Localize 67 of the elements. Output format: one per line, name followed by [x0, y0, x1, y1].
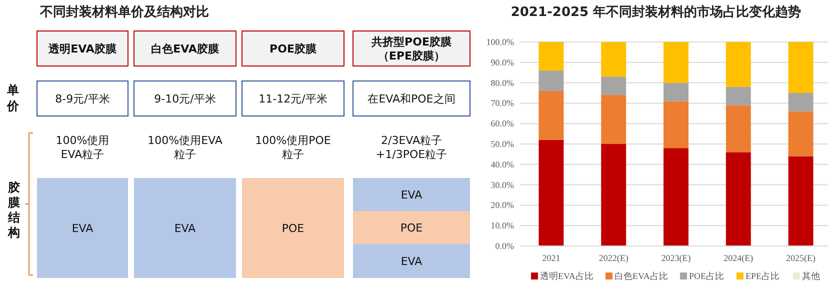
- x-tick-label: 2023(E): [661, 253, 691, 263]
- y-tick-label: 100.0%: [486, 37, 514, 47]
- text: 100%使用: [56, 134, 110, 146]
- text: EVA: [400, 188, 423, 201]
- y-tick-label: 20.0%: [490, 200, 514, 210]
- bar: [664, 42, 688, 83]
- legend-label: 透明EVA占比: [540, 271, 594, 281]
- bar: [664, 101, 688, 148]
- x-tick-label: 2025(E): [786, 253, 816, 263]
- text: 8-9元/平米: [55, 92, 110, 105]
- text: POE: [282, 222, 304, 234]
- y-tick-label: 80.0%: [490, 78, 514, 88]
- y-tick-label: 0.0%: [495, 241, 514, 251]
- bar: [788, 156, 814, 246]
- bar: [538, 42, 564, 71]
- bar: [601, 42, 626, 77]
- text: 100%使用POE: [255, 134, 331, 146]
- text: 9-10元/平米: [154, 92, 216, 105]
- text: POE: [400, 221, 423, 234]
- bar: [601, 144, 626, 246]
- y-tick-label: 40.0%: [490, 159, 514, 170]
- bar: [726, 86, 751, 106]
- bar: [664, 82, 688, 102]
- x-tick-label: 2024(E): [724, 253, 754, 263]
- category-label: 白色EVA胶膜: [151, 42, 220, 55]
- text: 在EVA和POE之间: [368, 92, 456, 105]
- chart-title: 2021-2025 年不同封装材料的市场占比变化趋势: [510, 4, 802, 20]
- bar: [788, 42, 814, 93]
- legend-label: EPE占比: [746, 271, 780, 281]
- x-tick-label: 2021: [542, 253, 560, 263]
- category-label: 共挤型POE胶膜（EPE胶膜）: [370, 35, 452, 62]
- y-tick-label: 60.0%: [490, 118, 514, 129]
- x-tick-label: 2022(E): [598, 253, 628, 263]
- bar: [538, 70, 564, 91]
- bar: [726, 152, 751, 246]
- text: 粒子: [174, 148, 196, 160]
- text: 胶膜结构: [7, 180, 20, 240]
- text: 不同封装材料单价及结构对比: [39, 4, 209, 20]
- y-tick-label: 70.0%: [490, 98, 514, 108]
- y-tick-label: 90.0%: [490, 57, 514, 68]
- y-tick-label: 10.0%: [490, 220, 514, 231]
- legend-label: 白色EVA占比: [614, 271, 668, 281]
- y-tick-label: 50.0%: [490, 139, 514, 149]
- bar: [726, 42, 751, 87]
- bar: [601, 76, 626, 96]
- text: 100%使用EVA: [148, 134, 223, 146]
- legend-label: POE占比: [689, 271, 724, 281]
- bar: [664, 148, 688, 246]
- category-label: 透明EVA胶膜: [48, 42, 118, 55]
- text: 粒子: [282, 148, 304, 160]
- bar: [788, 111, 814, 156]
- text: 11-12元/平米: [258, 92, 328, 105]
- bar: [726, 105, 751, 152]
- text: 单价: [6, 83, 20, 113]
- text: +1/3POE粒子: [376, 148, 448, 160]
- text: EVA粒子: [60, 148, 104, 160]
- text: EVA: [400, 254, 423, 268]
- text: 2/3EVA粒子: [381, 134, 442, 146]
- bar: [601, 95, 626, 144]
- y-tick-label: 30.0%: [490, 180, 514, 190]
- category-label: POE胶膜: [270, 42, 318, 55]
- legend-label: 其他: [802, 271, 820, 281]
- bar: [788, 93, 814, 112]
- text: EVA: [72, 222, 94, 234]
- text: EVA: [174, 222, 196, 234]
- bar: [538, 140, 564, 246]
- bar: [538, 90, 564, 140]
